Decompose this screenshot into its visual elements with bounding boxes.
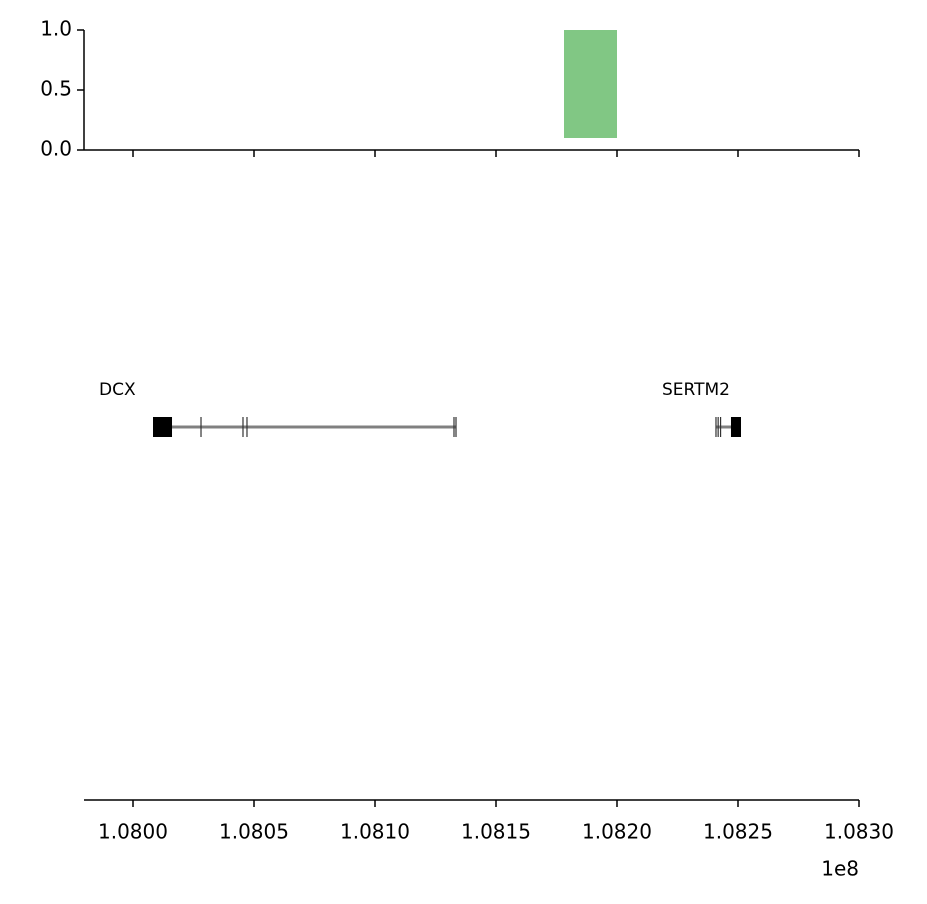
y-tick-label: 1.0 (40, 17, 72, 41)
gene-block (730, 417, 742, 437)
y-tick-label: 0.5 (40, 77, 72, 101)
x-tick-label: 1.0825 (703, 820, 773, 844)
x-tick-label: 1.0815 (461, 820, 531, 844)
x-tick-label: 1.0830 (824, 820, 894, 844)
x-tick-label: 1.0805 (219, 820, 289, 844)
axis-offset-label: 1e8 (821, 857, 859, 881)
y-tick-label: 0.0 (40, 137, 72, 161)
gene-label: DCX (99, 380, 136, 400)
x-tick-label: 1.0820 (582, 820, 652, 844)
gene-block (153, 417, 173, 437)
bar (564, 30, 618, 138)
x-tick-label: 1.0800 (98, 820, 168, 844)
x-tick-label: 1.0810 (340, 820, 410, 844)
gene-label: SERTM2 (662, 380, 730, 400)
